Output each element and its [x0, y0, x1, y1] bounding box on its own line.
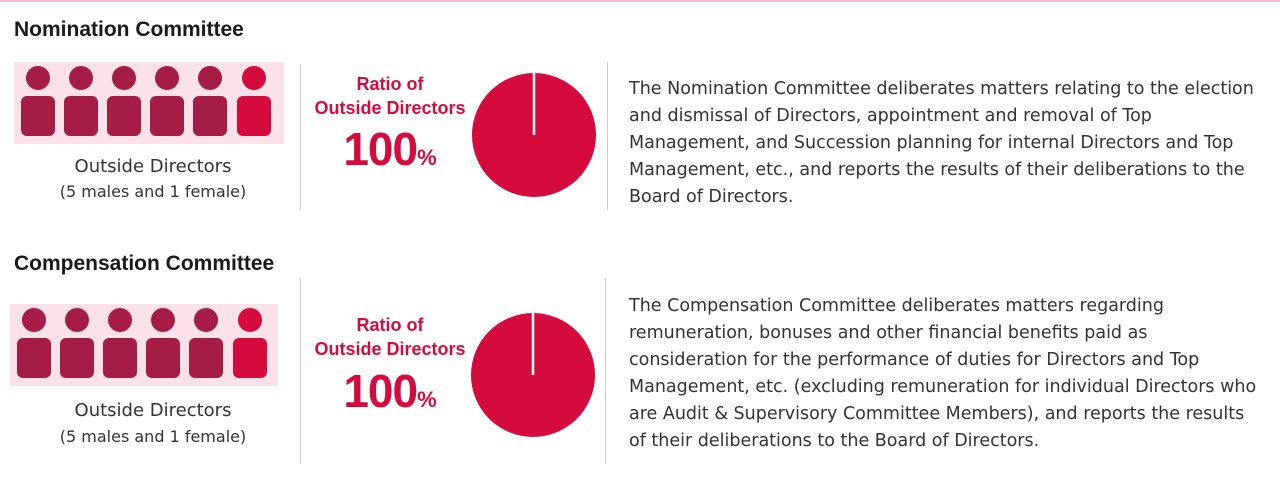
member-figures: [14, 62, 284, 144]
head: [69, 66, 93, 90]
male-director-icon: [187, 304, 225, 386]
head: [108, 308, 132, 332]
description-line: of their deliberations to the Board of D…: [629, 431, 1040, 451]
ratio-label-line2: Outside Directors: [314, 339, 466, 359]
ratio-pie-chart: [471, 313, 595, 437]
description-line: Management, etc. (excluding remuneration…: [629, 377, 1257, 397]
torso: [150, 96, 184, 136]
torso: [103, 338, 137, 378]
description-line: Management, and Succession planning for …: [629, 133, 1234, 153]
ratio-unit: %: [417, 145, 437, 170]
members-caption: Outside Directors: [74, 400, 232, 421]
head: [194, 308, 218, 332]
torso: [60, 338, 94, 378]
female-director-icon: [235, 62, 273, 144]
torso: [21, 96, 55, 136]
torso: [237, 96, 271, 136]
head: [238, 308, 262, 332]
ratio-label-line1: Ratio of: [356, 74, 424, 94]
divider: [607, 62, 608, 210]
ratio-value: 100%: [305, 364, 475, 418]
male-director-icon: [191, 62, 229, 144]
torso: [107, 96, 141, 136]
male-director-icon: [19, 62, 57, 144]
head: [155, 66, 179, 90]
members-breakdown: (5 males and 1 female): [59, 182, 247, 201]
description-line: The Nomination Committee deliberates mat…: [629, 79, 1254, 99]
description-line: consideration for the performance of dut…: [629, 350, 1200, 370]
section-title: Nomination Committee: [14, 18, 244, 41]
male-director-icon: [148, 62, 186, 144]
head: [26, 66, 50, 90]
description-line: Board of Directors.: [629, 187, 794, 207]
ratio-pie-chart: [472, 73, 596, 197]
head: [242, 66, 266, 90]
members-caption: Outside Directors: [74, 156, 232, 177]
head: [65, 308, 89, 332]
compensation-committee-section: Compensation Committee Outside Directors…: [0, 252, 1280, 482]
description-line: remuneration, bonuses and other financia…: [629, 323, 1148, 343]
description-line: Management, etc., and reports the result…: [629, 160, 1245, 180]
divider: [300, 278, 301, 464]
torso: [193, 96, 227, 136]
divider: [300, 64, 301, 210]
ratio-label: Ratio of Outside Directors: [305, 72, 475, 120]
head: [112, 66, 136, 90]
nomination-committee-section: Nomination Committee Outside Directors (…: [0, 18, 1280, 248]
members-breakdown: (5 males and 1 female): [59, 427, 247, 446]
ratio-label-line2: Outside Directors: [314, 98, 466, 118]
member-figures: [10, 304, 278, 386]
male-director-icon: [58, 304, 96, 386]
divider: [605, 278, 606, 464]
description-line: The Compensation Committee deliberates m…: [629, 296, 1164, 316]
head: [22, 308, 46, 332]
head: [151, 308, 175, 332]
top-divider: [0, 0, 1280, 2]
torso: [189, 338, 223, 378]
male-director-icon: [62, 62, 100, 144]
female-director-icon: [231, 304, 269, 386]
ratio-label: Ratio of Outside Directors: [305, 313, 475, 361]
description-line: and dismissal of Directors, appointment …: [629, 106, 1152, 126]
male-director-icon: [15, 304, 53, 386]
male-director-icon: [105, 62, 143, 144]
description-line: are Audit & Supervisory Committee Member…: [629, 404, 1245, 424]
section-title: Compensation Committee: [14, 252, 275, 275]
torso: [64, 96, 98, 136]
ratio-label-line1: Ratio of: [356, 315, 424, 335]
ratio-unit: %: [417, 387, 437, 412]
male-director-icon: [144, 304, 182, 386]
torso: [17, 338, 51, 378]
committee-description: The Nomination Committee deliberates mat…: [629, 76, 1269, 211]
torso: [233, 338, 267, 378]
ratio-number: 100: [343, 123, 418, 175]
torso: [146, 338, 180, 378]
ratio-number: 100: [343, 365, 418, 417]
head: [198, 66, 222, 90]
ratio-value: 100%: [305, 122, 475, 176]
committee-description: The Compensation Committee deliberates m…: [629, 293, 1269, 455]
male-director-icon: [101, 304, 139, 386]
